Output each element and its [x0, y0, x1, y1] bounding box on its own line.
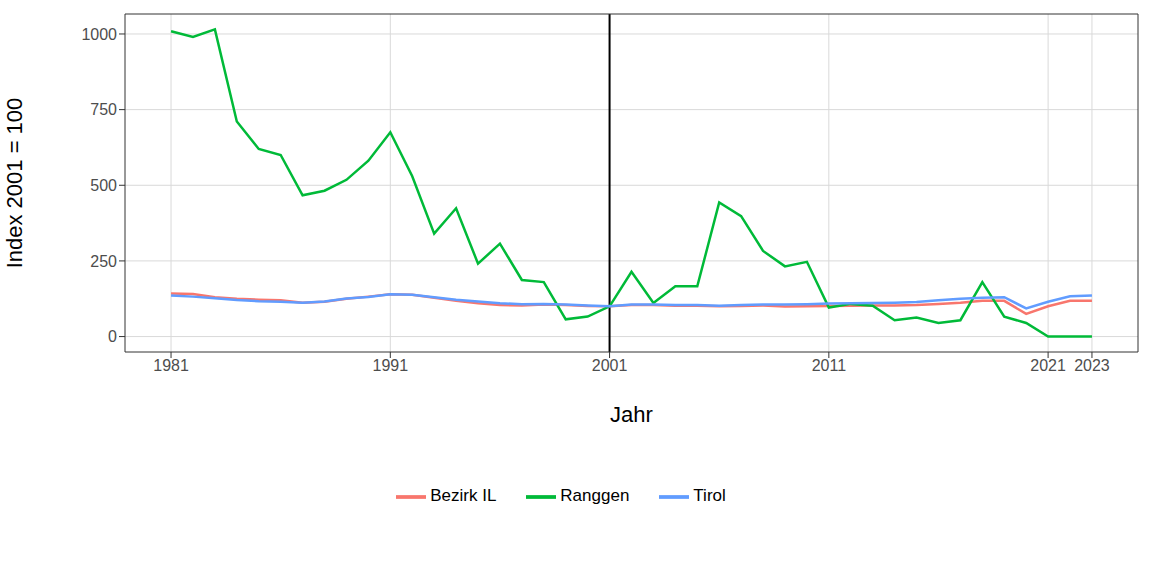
html-text:Ranggen: Ranggen — [560, 486, 630, 506]
svg-text:750: 750 — [90, 101, 117, 118]
svg-text:2011: 2011 — [812, 357, 847, 374]
svg-text:500: 500 — [90, 177, 117, 194]
html-text:Tirol: Tirol — [693, 486, 726, 506]
svg-text:1991: 1991 — [373, 357, 409, 374]
svg-text:1981: 1981 — [153, 357, 189, 374]
html-text:Bezirk IL: Bezirk IL — [430, 486, 497, 506]
svg-text:Index 2001 = 100: Index 2001 = 100 — [8, 98, 27, 269]
svg-text:0: 0 — [108, 328, 117, 345]
svg-text:Jahr: Jahr — [610, 402, 653, 427]
svg-text:2001: 2001 — [592, 357, 628, 374]
svg-text:1000: 1000 — [81, 26, 117, 43]
svg-text:2023: 2023 — [1074, 357, 1110, 374]
svg-text:250: 250 — [90, 253, 117, 270]
svg-text:2021: 2021 — [1030, 357, 1066, 374]
